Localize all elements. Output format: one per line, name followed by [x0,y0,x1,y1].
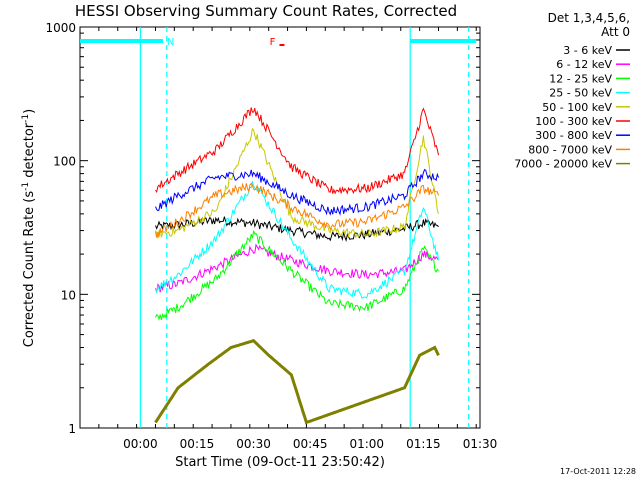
y-axis-label-mid: detector [22,122,37,182]
series-line-8 [154,339,440,425]
series-line-5 [155,107,439,195]
legend-label-8: 7000 - 20000 keV [514,158,612,171]
annotation-F: F [270,37,276,48]
x-tick-labels: 00:00 00:15 00:30 00:45 01:00 01:15 01:30 [123,437,497,451]
y-tick-labels: 1 10 100 1000 [45,21,76,436]
y-axis-label-sup2: -1 [21,114,31,123]
legend-label-4: 50 - 100 keV [542,101,612,114]
x-tick-label: 00:45 [293,437,328,451]
chart-title: HESSI Observing Summary Count Rates, Cor… [75,2,457,20]
y-axis-label-end: ) [22,109,37,114]
legend-label-3: 25 - 50 keV [549,87,612,100]
y-tick-label: 1000 [45,21,76,35]
x-tick-label: 01:00 [349,437,384,451]
series-line-4 [155,127,439,239]
x-tick-label: 00:00 [123,437,158,451]
legend-label-5: 100 - 300 keV [535,115,612,128]
x-tick-label: 00:15 [180,437,215,451]
plot-frame [79,26,481,429]
series-line-6 [155,168,439,216]
y-axis-label-sup1: -1 [21,182,31,191]
y-tick-label: 100 [53,155,76,169]
y-tick-label: 1 [68,422,76,436]
x-axis-label: Start Time (09-Oct-11 23:50:42) [175,455,385,470]
legend-label-6: 300 - 800 keV [535,129,612,142]
y-axis-label-main: Corrected Count Rate (s [22,191,37,348]
legend-label-7: 800 - 7000 keV [528,143,612,156]
y-axis-label: Corrected Count Rate (s-1 detector-1) [21,109,37,347]
legend-label-1: 6 - 12 keV [556,58,612,71]
y-tick-label: 10 [61,288,76,302]
series-line-3 [155,180,439,299]
x-tick-label: 01:15 [406,437,441,451]
legend-header-line1: Det 1,3,4,5,6, [548,11,630,25]
legend-label-2: 12 - 25 keV [549,72,612,85]
legend-label-0: 3 - 6 keV [563,44,612,57]
footer-date: 17-Oct-2011 12:28 [560,467,636,476]
annotation-flare-mark [279,44,285,46]
legend-header-line2: Att 0 [601,25,630,39]
series-line-7 [155,182,439,238]
axis-ticks [79,27,480,429]
series-layer [154,107,440,425]
annotation-N: N [167,37,174,48]
series-line-1 [155,243,439,293]
x-tick-label: 01:30 [463,437,498,451]
series-line-2 [155,230,439,321]
vertical-markers [80,27,477,428]
x-tick-label: 00:30 [236,437,271,451]
